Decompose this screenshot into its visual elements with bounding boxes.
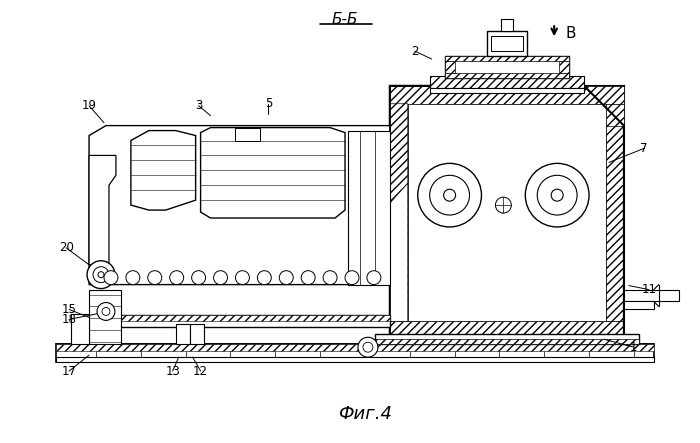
Bar (375, 339, 639, 344)
Bar (624, 302, 654, 310)
Bar (348, 131, 390, 284)
Text: 20: 20 (59, 241, 74, 254)
Text: 18: 18 (62, 313, 76, 326)
Text: 11: 11 (641, 283, 657, 296)
Text: 3: 3 (195, 99, 202, 112)
Circle shape (126, 271, 140, 284)
Circle shape (148, 271, 162, 284)
Bar (390, 86, 624, 104)
Circle shape (98, 272, 104, 278)
Circle shape (279, 271, 293, 284)
Bar (390, 86, 624, 339)
Bar (430, 88, 584, 93)
Bar (89, 290, 121, 344)
Circle shape (444, 189, 456, 201)
Polygon shape (89, 126, 390, 284)
Bar (559, 61, 569, 73)
Text: 7: 7 (640, 142, 648, 155)
Circle shape (102, 307, 110, 315)
Bar (430, 76, 584, 88)
Circle shape (345, 271, 359, 284)
Circle shape (87, 261, 115, 288)
Circle shape (214, 271, 228, 284)
Text: 13: 13 (165, 365, 180, 377)
Circle shape (192, 271, 206, 284)
Bar (71, 315, 89, 344)
Text: 5: 5 (265, 97, 272, 110)
Bar (190, 324, 204, 344)
Bar (444, 73, 569, 78)
Circle shape (97, 303, 115, 320)
Bar (89, 315, 390, 327)
Circle shape (169, 271, 183, 284)
Circle shape (258, 271, 272, 284)
Bar (444, 61, 454, 73)
Bar (624, 290, 679, 302)
Polygon shape (235, 128, 260, 140)
Bar (390, 321, 624, 339)
Text: 2: 2 (411, 45, 419, 58)
Bar (89, 315, 390, 321)
Polygon shape (89, 155, 116, 265)
Text: Фиг.4: Фиг.4 (338, 405, 392, 423)
Polygon shape (390, 183, 408, 321)
Bar (487, 31, 527, 56)
Bar (375, 334, 639, 344)
Polygon shape (390, 104, 408, 203)
Circle shape (235, 271, 249, 284)
Bar (56, 344, 654, 351)
Bar (606, 104, 624, 321)
Text: 17: 17 (62, 365, 76, 377)
Circle shape (301, 271, 315, 284)
Circle shape (104, 271, 118, 284)
Bar (501, 19, 513, 31)
Text: 12: 12 (193, 365, 208, 377)
Text: 1: 1 (630, 341, 638, 354)
Bar (444, 56, 569, 78)
Bar (56, 357, 654, 362)
Circle shape (93, 267, 109, 283)
Text: 15: 15 (62, 303, 76, 316)
Polygon shape (606, 126, 624, 321)
Polygon shape (201, 128, 345, 218)
Text: 19: 19 (81, 99, 97, 112)
Circle shape (358, 337, 378, 357)
Bar (491, 36, 524, 51)
Text: В: В (566, 26, 576, 41)
Bar (390, 104, 408, 321)
Circle shape (551, 189, 564, 201)
Bar (176, 324, 190, 344)
Bar (56, 344, 654, 362)
Circle shape (367, 271, 381, 284)
Circle shape (323, 271, 337, 284)
Bar (408, 104, 606, 321)
Bar (444, 56, 569, 61)
Text: Б-Б: Б-Б (332, 12, 358, 27)
Polygon shape (131, 131, 195, 210)
